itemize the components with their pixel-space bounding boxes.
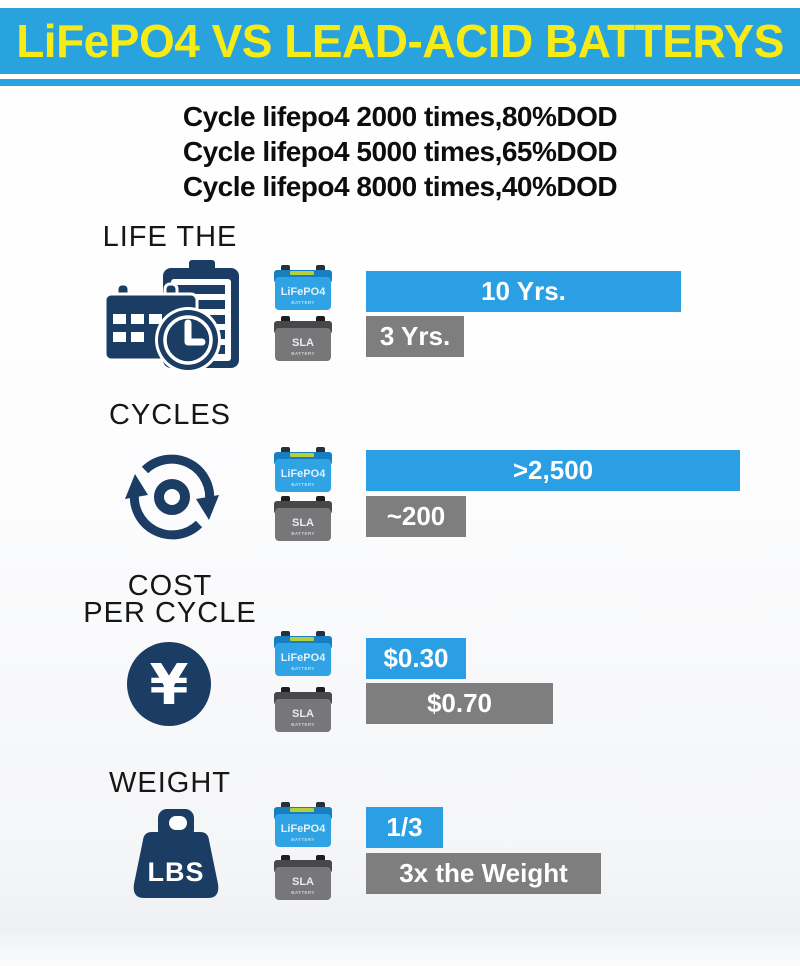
bar-value: 3 Yrs. xyxy=(379,321,451,351)
svg-text:LBS: LBS xyxy=(148,857,205,887)
bar-weight-sla: 3x the Weight xyxy=(366,853,601,894)
battery-label: LiFePO4 xyxy=(281,286,327,298)
intro-text: Cycle lifepo4 2000 times,80%DOD Cycle li… xyxy=(0,99,800,204)
sla-battery-icon: SLA BATTERY xyxy=(274,687,332,732)
section-title-life: LIFE THE xyxy=(40,221,300,253)
battery-sublabel: BATTERY xyxy=(291,531,315,536)
section-title-line: WEIGHT xyxy=(109,767,231,799)
bar-value: $0.30 xyxy=(383,643,449,673)
section-title-line: PER CYCLE xyxy=(83,597,257,629)
calendar-clock-icon xyxy=(103,260,239,372)
bar-life-sla: 3 Yrs. xyxy=(366,316,464,357)
bar-value: $0.70 xyxy=(426,688,493,718)
battery-label: SLA xyxy=(292,708,314,720)
bar-cost-sla: $0.70 xyxy=(366,683,553,724)
sla-battery-icon: SLA BATTERY xyxy=(274,316,332,361)
section-title-line: LIFE THE xyxy=(102,221,238,253)
bar-cycles-sla: ~200 xyxy=(366,496,466,537)
page-title: LiFePO4 VS LEAD-ACID BATTERYS xyxy=(16,15,784,67)
battery-sublabel: BATTERY xyxy=(291,837,315,842)
lifepo4-battery-icon: LiFePO4 BATTERY xyxy=(274,447,332,492)
battery-label: LiFePO4 xyxy=(281,652,327,664)
battery-label: LiFePO4 xyxy=(281,468,327,480)
sla-battery-icon: SLA BATTERY xyxy=(274,496,332,541)
bar-value: 1/3 xyxy=(386,812,423,842)
cycle-arrows-icon xyxy=(125,454,219,540)
bar-weight-lifepo4: 1/3 xyxy=(366,807,443,848)
section-title-line: COST xyxy=(127,570,213,602)
bar-value: 3x the Weight xyxy=(399,858,568,888)
bar-life-lifepo4: 10 Yrs. xyxy=(366,271,681,312)
yen-coin-icon: ¥ xyxy=(127,642,211,726)
bar-cost-lifepo4: $0.30 xyxy=(366,638,466,679)
lifepo4-battery-icon: LiFePO4 BATTERY xyxy=(274,631,332,676)
section-title-cost: COST PER CYCLE xyxy=(40,570,300,629)
header-underline xyxy=(0,79,800,86)
svg-text:¥: ¥ xyxy=(150,653,189,718)
battery-label: SLA xyxy=(292,337,314,349)
battery-sublabel: BATTERY xyxy=(291,890,315,895)
battery-sublabel: BATTERY xyxy=(291,482,315,487)
battery-label: SLA xyxy=(292,517,314,529)
sla-battery-icon: SLA BATTERY xyxy=(274,855,332,900)
bar-value: ~200 xyxy=(386,501,446,531)
section-title-weight: WEIGHT xyxy=(40,767,300,799)
lifepo4-battery-icon: LiFePO4 BATTERY xyxy=(274,265,332,310)
section-title-cycles: CYCLES xyxy=(40,399,300,431)
intro-line-2: Cycle lifepo4 5000 times,65%DOD xyxy=(182,136,618,167)
battery-label: LiFePO4 xyxy=(281,823,327,835)
battery-sublabel: BATTERY xyxy=(291,351,315,356)
intro-line-3: Cycle lifepo4 8000 times,40%DOD xyxy=(182,171,618,202)
bar-value: >2,500 xyxy=(512,455,594,485)
header-banner: LiFePO4 VS LEAD-ACID BATTERYS xyxy=(0,8,800,74)
intro-line-1: Cycle lifepo4 2000 times,80%DOD xyxy=(182,101,618,132)
battery-label: SLA xyxy=(292,876,314,888)
bar-value: 10 Yrs. xyxy=(481,276,566,306)
battery-sublabel: BATTERY xyxy=(291,300,315,305)
section-title-line: CYCLES xyxy=(108,399,232,431)
battery-sublabel: BATTERY xyxy=(291,722,315,727)
battery-sublabel: BATTERY xyxy=(291,666,315,671)
bar-cycles-lifepo4: >2,500 xyxy=(366,450,740,491)
weight-lbs-icon: LBS xyxy=(133,809,219,898)
lifepo4-battery-icon: LiFePO4 BATTERY xyxy=(274,802,332,847)
